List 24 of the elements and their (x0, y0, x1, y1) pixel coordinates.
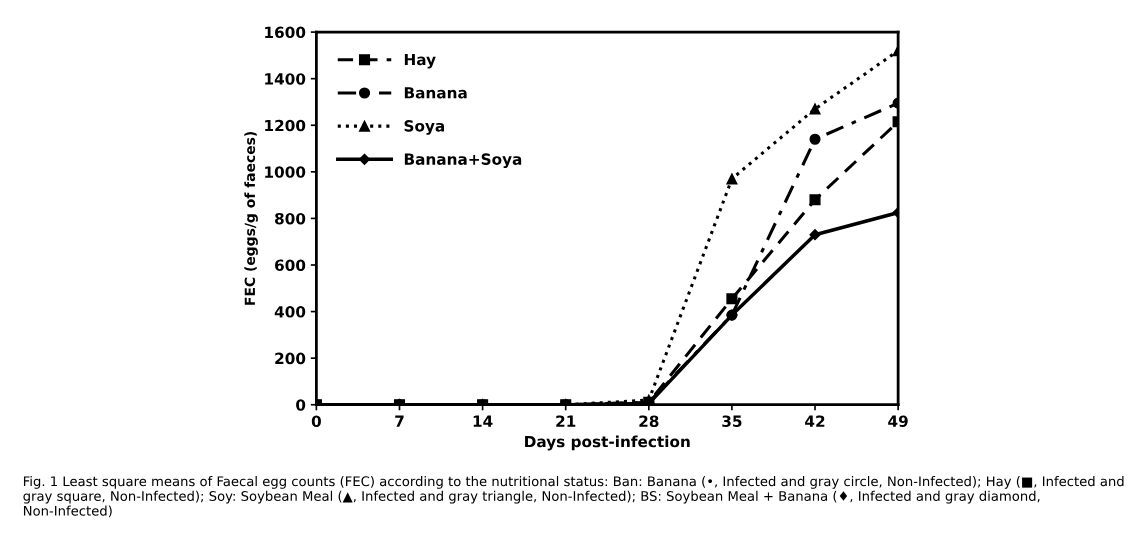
x-tick-label: 7 (395, 415, 404, 427)
x-tick-label: 35 (722, 415, 742, 427)
y-tick-label: 200 (275, 352, 306, 365)
x-tick-label: 49 (888, 415, 908, 427)
x-tick-label: 28 (639, 415, 659, 427)
caption: Fig. 1 Least square means of Faecal egg counts (FEC) according to the nutritional status: Ban: Banana (•, Infected and gray circle, Non-Infected); Hay (■, Infected and gray square, Non-Infected); Soy: Soybean Meal (▲, Infected and gray triangle, Non-Infected); BS: Soybean Meal + Banana (♦, Infected and gray diamond, Non-Infected) (23, 476, 1124, 518)
y-tick-label: 800 (275, 212, 306, 225)
y-tick-label: 400 (274, 306, 306, 318)
y-axis-title: FEC (eggs/g of faeces) (244, 131, 258, 305)
y-tick-label: 1200 (265, 119, 306, 132)
y-tick-label: 1400 (265, 73, 306, 85)
x-axis-title: Days post-infection (525, 435, 690, 451)
y-tick-label: 1000 (265, 166, 306, 178)
y-tick-label: 600 (275, 259, 306, 272)
y-tick-label: 1600 (265, 26, 306, 39)
legend-label: Soya (404, 120, 445, 135)
legend-label: Banana+Soya (404, 153, 522, 168)
x-tick-label: 21 (556, 415, 576, 427)
legend-label: Banana (404, 87, 467, 99)
legend-label: Hay (404, 53, 436, 69)
x-tick-label: 0 (311, 415, 321, 427)
x-tick-label: 14 (473, 415, 493, 427)
y-tick-label: 0 (296, 399, 306, 411)
x-tick-label: 42 (805, 415, 825, 427)
